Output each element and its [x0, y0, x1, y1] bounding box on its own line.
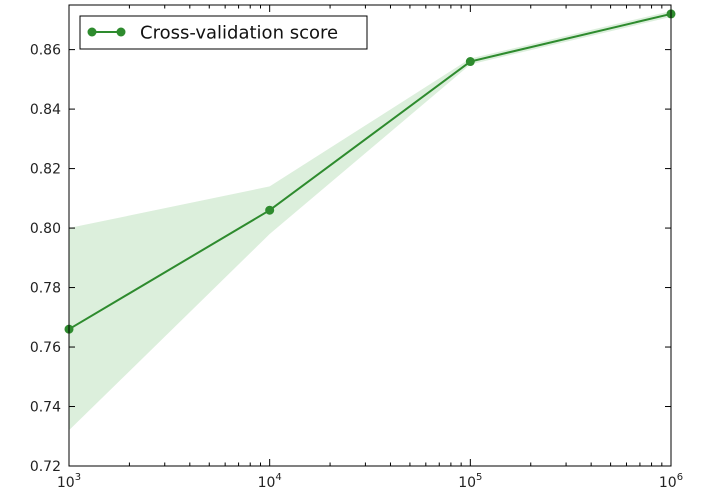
series-line-layer — [68, 12, 672, 331]
y-tick-label-layer: 0.72 0.74 0.76 0.78 0.80 0.82 0.84 0.86 — [30, 43, 61, 475]
legend-label: Cross-validation score — [140, 23, 338, 44]
plot-frame — [68, 4, 672, 467]
legend: Cross-validation score — [79, 15, 368, 50]
y-tick-label: 0.86 — [30, 43, 61, 59]
x-tick-label: 104 — [258, 472, 282, 491]
confidence-band-layer — [69, 10, 671, 431]
y-tick-label: 0.82 — [30, 162, 61, 178]
confidence-band — [69, 10, 671, 431]
x-tick-label: 105 — [458, 472, 482, 491]
legend-box — [79, 15, 368, 50]
y-tick-label: 0.72 — [30, 459, 61, 475]
series-line — [68, 12, 672, 331]
data-point — [465, 57, 475, 67]
y-tick-label: 0.76 — [30, 340, 61, 356]
y-tick-label: 0.84 — [30, 102, 61, 118]
x-tick-label: 106 — [659, 472, 683, 491]
x-tick-label-layer: 103 104 105 106 — [57, 472, 683, 491]
legend-marker — [116, 27, 126, 37]
y-tick-label: 0.74 — [30, 400, 61, 416]
data-point — [265, 205, 275, 215]
tick-mark-layer — [68, 5, 672, 467]
legend-marker — [87, 27, 97, 37]
x-tick-label: 103 — [57, 472, 81, 491]
y-tick-label: 0.78 — [30, 281, 61, 297]
y-tick-label: 0.80 — [30, 221, 61, 237]
